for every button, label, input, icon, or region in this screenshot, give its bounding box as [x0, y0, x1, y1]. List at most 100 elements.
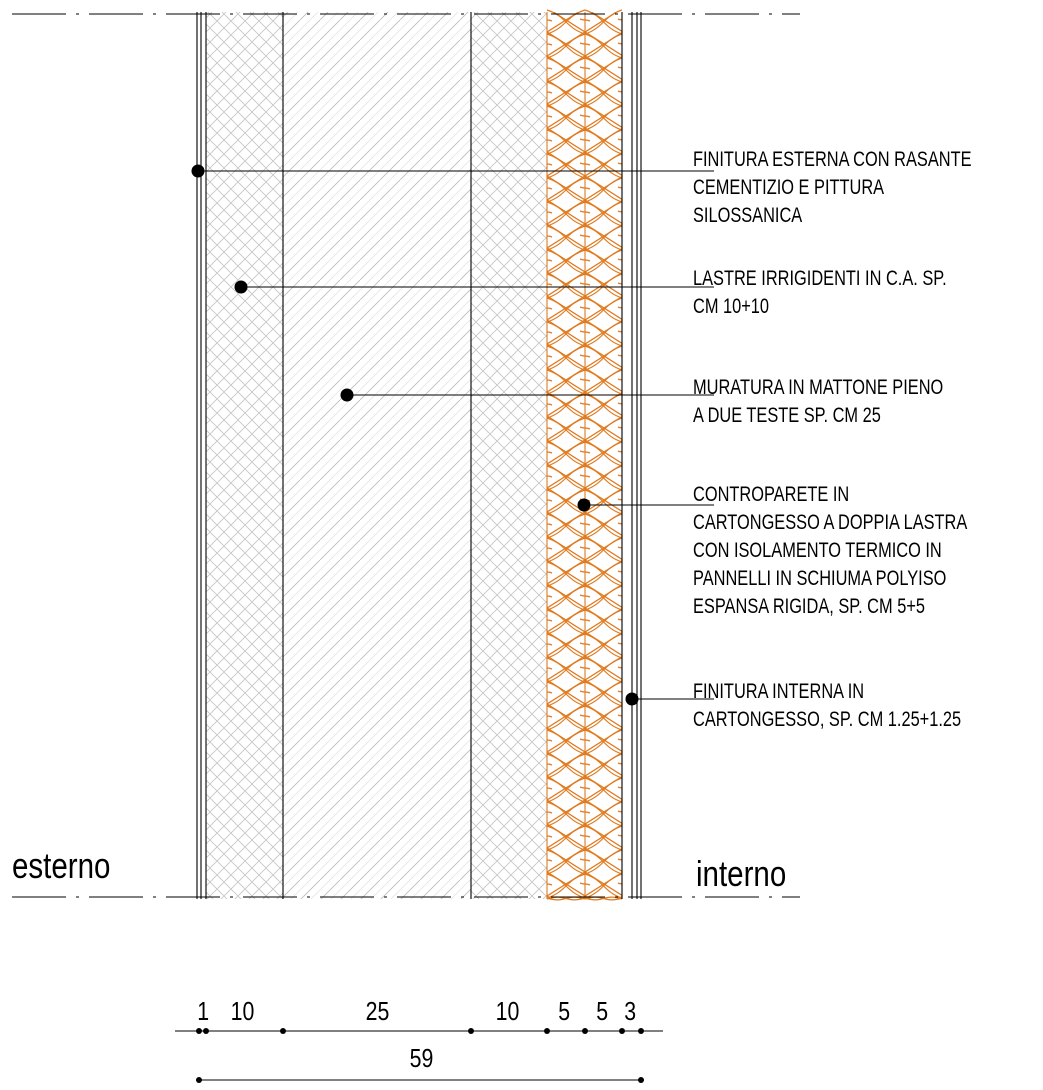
insulation-wave [546, 273, 586, 299]
callout-line: LASTRE IRRIGIDENTI IN C.A. SP. [693, 267, 947, 290]
callout-line: CARTONGESSO A DOPPIA LASTRA [693, 511, 968, 534]
dim-tick [196, 1077, 202, 1083]
dim-label: 1 [197, 996, 210, 1026]
insulation-wave [584, 777, 623, 803]
insulation-wave [584, 321, 623, 347]
insulation-wave [584, 441, 623, 467]
insulation-wave [584, 753, 623, 779]
dim-label: 10 [230, 996, 255, 1026]
insulation-wave [546, 681, 586, 707]
insulation-wave [584, 57, 623, 83]
insulation-wave [546, 441, 586, 467]
layer-slab-ext [206, 12, 283, 899]
insulation-wave [584, 609, 623, 635]
insulation-wave [584, 153, 623, 179]
callout-line: CARTONGESSO, SP. CM 1.25+1.25 [693, 708, 962, 731]
insulation-mesh [546, 9, 623, 901]
insulation-wave [546, 801, 586, 827]
insulation-wave [584, 273, 623, 299]
leaders [191, 164, 714, 706]
insulation-wave [546, 57, 586, 83]
dim-tick [544, 1028, 550, 1034]
insulation-wave [546, 753, 586, 779]
insulation-wave [584, 345, 623, 371]
insulation-wave [546, 609, 586, 635]
insulation-wave [546, 537, 586, 563]
dim-total-label: 59 [409, 1043, 434, 1073]
insulation-wave [584, 369, 623, 395]
insulation-wave [584, 465, 623, 491]
interior-label: interno [696, 853, 787, 894]
leader-dot [234, 280, 248, 294]
dim-tick [582, 1028, 588, 1034]
exterior-label: esterno [12, 845, 111, 886]
callout-line: A DUE TESTE SP. CM 25 [693, 404, 881, 427]
insulation-wave [546, 873, 586, 899]
callout-line: SILOSSANICA [693, 204, 803, 227]
insulation-wave [546, 417, 586, 443]
insulation-wave [546, 513, 586, 539]
dim-label: 10 [495, 996, 520, 1026]
dimension-lines [175, 1028, 663, 1083]
insulation-wave [584, 825, 623, 851]
callout-line: CEMENTIZIO E PITTURA [693, 176, 885, 199]
leader-dot [340, 388, 354, 402]
insulation-wave [584, 225, 623, 251]
insulation-wave [546, 393, 586, 419]
dim-label: 25 [365, 996, 390, 1026]
leader-dot [625, 692, 639, 706]
callout-line: CONTROPARETE IN [693, 483, 850, 506]
callout-masonry: MURATURA IN MATTONE PIENO A DUE TESTE SP… [693, 374, 943, 430]
insulation-wave [546, 177, 586, 203]
insulation-wave [546, 33, 586, 59]
dim-tick [203, 1028, 209, 1034]
insulation-wave [546, 9, 586, 35]
insulation-wave [546, 633, 586, 659]
dim-tick [280, 1028, 286, 1034]
layer-masonry [283, 12, 471, 899]
insulation-wave [546, 153, 586, 179]
callout-interior-finish: FINITURA INTERNA IN CARTONGESSO, SP. CM … [693, 678, 961, 734]
dim-tick [638, 1028, 644, 1034]
insulation-wave [546, 849, 586, 875]
insulation-wave [584, 177, 623, 203]
callout-exterior-finish: FINITURA ESTERNA CON RASANTE CEMENTIZIO … [693, 146, 972, 230]
dim-label: 3 [624, 996, 637, 1026]
callout-line: CM 10+10 [693, 295, 770, 318]
layer-slab-int [471, 12, 547, 899]
insulation-wave [584, 681, 623, 707]
insulation-wave [546, 345, 586, 371]
callout-line: MURATURA IN MATTONE PIENO [693, 376, 944, 399]
insulation-wave [584, 201, 623, 227]
dim-tick [468, 1028, 474, 1034]
insulation-wave [584, 849, 623, 875]
insulation-wave [546, 81, 586, 107]
insulation-wave [584, 489, 623, 515]
insulation-wave [584, 585, 623, 611]
insulation-wave [584, 417, 623, 443]
insulation-wave [584, 9, 623, 35]
insulation-wave [546, 729, 586, 755]
dim-tick [638, 1077, 644, 1083]
insulation-wave [584, 705, 623, 731]
insulation-wave [546, 297, 586, 323]
insulation-wave [584, 297, 623, 323]
insulation-wave [584, 81, 623, 107]
insulation-wave [546, 249, 586, 275]
insulation-wave [546, 201, 586, 227]
insulation-wave [546, 489, 586, 515]
insulation-wave [546, 657, 586, 683]
insulation-wave [546, 705, 586, 731]
insulation-wave [546, 321, 586, 347]
callout-line: PANNELLI IN SCHIUMA POLYISO [693, 567, 947, 590]
callout-stiffening-slabs: LASTRE IRRIGIDENTI IN C.A. SP. CM 10+10 [693, 265, 947, 321]
insulation-wave [584, 873, 623, 899]
dim-label: 5 [596, 996, 609, 1026]
insulation-wave [546, 225, 586, 251]
insulation-wave [584, 729, 623, 755]
callout-counterwall: CONTROPARETE IN CARTONGESSO A DOPPIA LAS… [693, 481, 967, 621]
callout-line: CON ISOLAMENTO TERMICO IN [693, 539, 942, 562]
insulation-wave [584, 105, 623, 131]
